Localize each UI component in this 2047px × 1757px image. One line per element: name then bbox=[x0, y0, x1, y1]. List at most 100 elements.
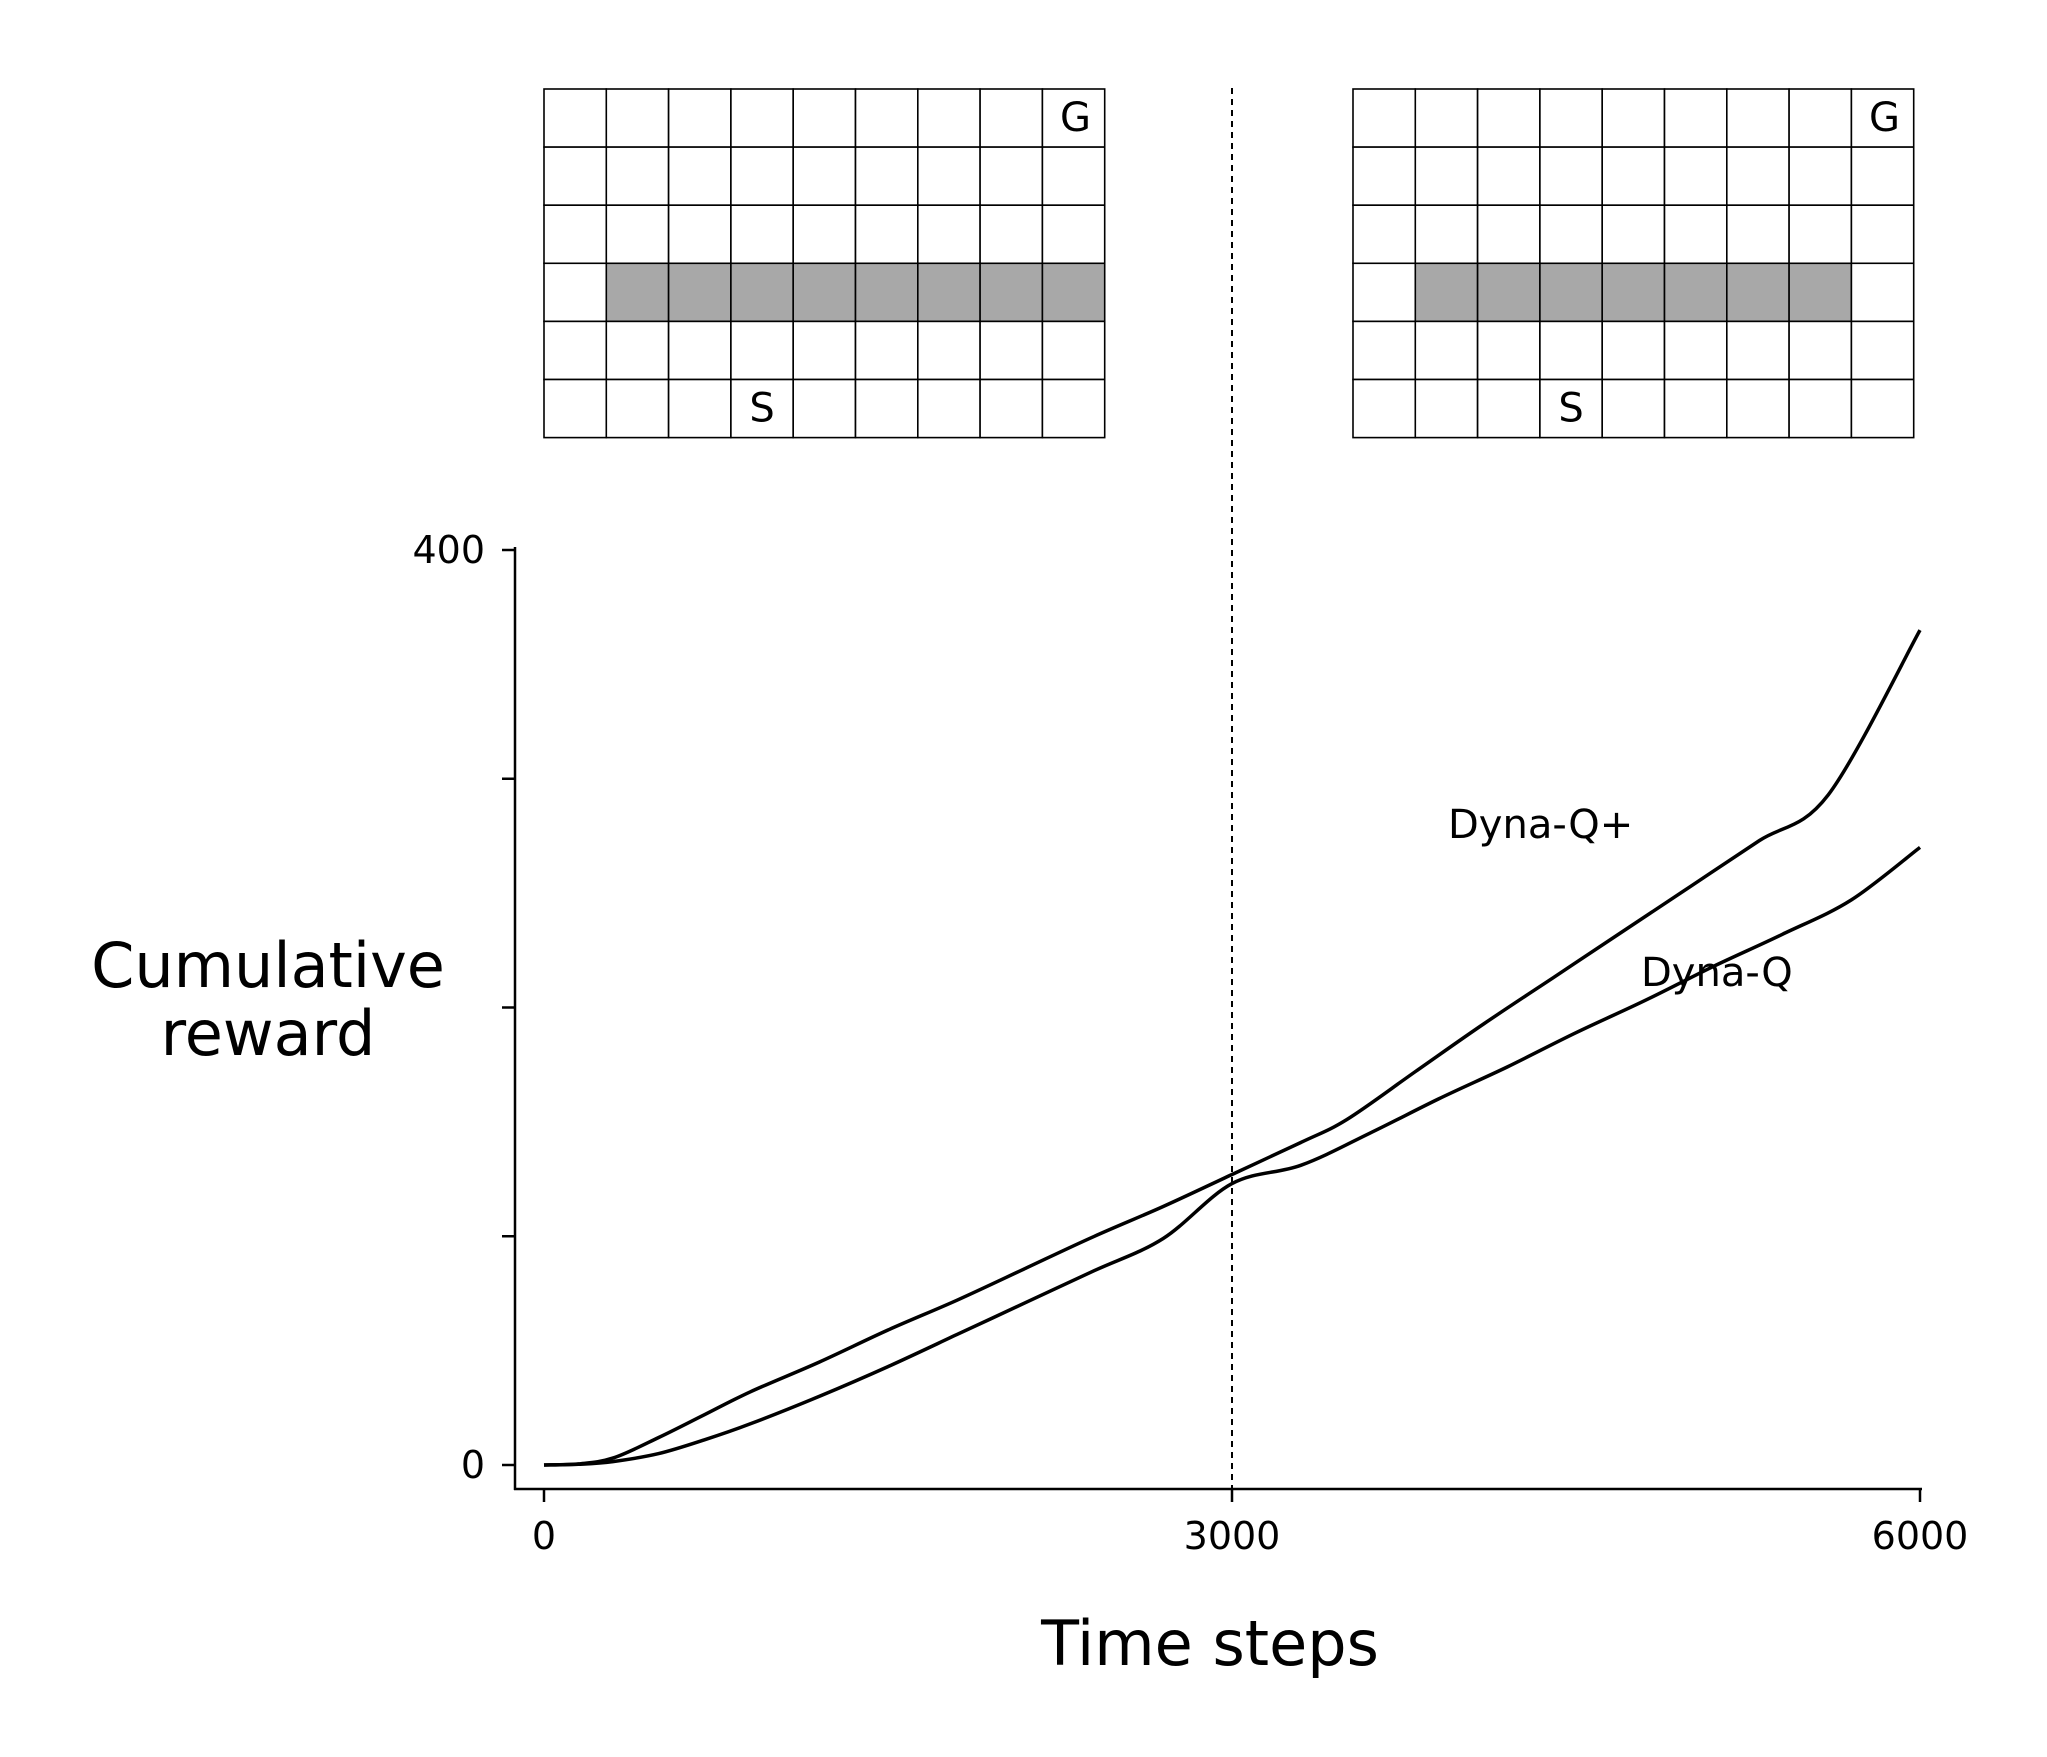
wall-cell bbox=[792, 262, 857, 323]
grid-cell bbox=[1414, 320, 1479, 381]
grid-cell bbox=[667, 146, 732, 207]
grid-cell bbox=[916, 204, 981, 265]
grid-cell bbox=[854, 88, 919, 148]
grid-cell bbox=[854, 378, 919, 439]
start-label: S bbox=[749, 386, 774, 432]
grid-cell bbox=[1476, 146, 1541, 207]
grid-cell bbox=[1352, 262, 1417, 323]
grid-cell bbox=[1041, 204, 1106, 265]
grid-cell bbox=[1041, 378, 1106, 439]
grid-cell bbox=[1601, 378, 1666, 439]
grid-cell bbox=[916, 146, 981, 207]
wall-cell bbox=[1414, 262, 1479, 323]
goal-label: G bbox=[1869, 95, 1900, 141]
grid-cell bbox=[1352, 88, 1417, 148]
x-tick-label: 6000 bbox=[1872, 1514, 1969, 1558]
wall-cell bbox=[1041, 262, 1106, 323]
grid-cell bbox=[1850, 146, 1915, 207]
grid-cell bbox=[1601, 146, 1666, 207]
grid-cell bbox=[854, 146, 919, 207]
grid-cell bbox=[1663, 378, 1728, 439]
goal-label: G bbox=[1060, 95, 1091, 141]
grid-cell bbox=[730, 88, 795, 148]
series-line-dyna-q bbox=[543, 846, 1922, 1467]
start-label: S bbox=[1558, 386, 1583, 432]
grid-cell bbox=[543, 204, 608, 265]
wall-cell bbox=[1726, 262, 1790, 323]
grid-cell bbox=[854, 204, 919, 265]
x-tick-label: 3000 bbox=[1184, 1514, 1281, 1558]
grid-cell bbox=[730, 146, 795, 207]
grid-cell bbox=[543, 320, 608, 381]
grid-cell bbox=[1476, 378, 1541, 439]
grid-cell bbox=[1788, 88, 1853, 148]
wall-cell bbox=[1663, 262, 1728, 323]
grid-cell bbox=[543, 146, 608, 207]
grid-cell bbox=[667, 88, 732, 148]
grid-cell bbox=[1041, 88, 1106, 148]
series-label-dyna-q-plus: Dyna-Q+ bbox=[1448, 802, 1633, 848]
y-axis-title-line-1: Cumulative bbox=[91, 929, 445, 1002]
grid-cell bbox=[1850, 320, 1915, 381]
grid-cell bbox=[1663, 88, 1728, 148]
series-lines bbox=[543, 629, 1922, 1467]
grid-cell bbox=[1414, 204, 1479, 265]
wall-cell bbox=[730, 262, 795, 323]
grid-cell bbox=[1788, 146, 1853, 207]
series-label-dyna-q: Dyna-Q bbox=[1641, 950, 1793, 996]
wall-cell bbox=[667, 262, 732, 323]
wall-cell bbox=[1601, 262, 1666, 323]
grid-cell bbox=[1352, 146, 1417, 207]
grid-cell bbox=[1850, 262, 1915, 323]
grid-cell bbox=[1663, 204, 1728, 265]
grid-cell bbox=[792, 378, 857, 439]
grid-cell bbox=[1539, 320, 1604, 381]
maze-grid-after: GS bbox=[1352, 88, 1915, 439]
grid-cell bbox=[605, 204, 670, 265]
grid-cell bbox=[1352, 378, 1417, 439]
grid-cell bbox=[605, 320, 670, 381]
grid-cell bbox=[543, 262, 608, 323]
wall-cell bbox=[979, 262, 1044, 323]
grid-cell bbox=[979, 146, 1044, 207]
grid-cell bbox=[730, 378, 795, 439]
grid-cell bbox=[1601, 88, 1666, 148]
grid-cell bbox=[605, 378, 670, 439]
grid-cell bbox=[1041, 146, 1106, 207]
grid-cell bbox=[543, 88, 608, 148]
grid-cell bbox=[730, 204, 795, 265]
grid-cell bbox=[1663, 146, 1728, 207]
grid-cell bbox=[1788, 320, 1853, 381]
grid-cell bbox=[792, 146, 857, 207]
grid-cell bbox=[1726, 378, 1790, 439]
grid-cell bbox=[854, 320, 919, 381]
grid-cell bbox=[1726, 146, 1790, 207]
grid-cell bbox=[1726, 320, 1790, 381]
axes: 0 400 0 3000 6000 bbox=[412, 528, 1968, 1558]
grid-cell bbox=[916, 320, 981, 381]
wall-cell bbox=[916, 262, 981, 323]
x-tick-label: 0 bbox=[532, 1514, 556, 1558]
grid-cell bbox=[1476, 204, 1541, 265]
grid-cell bbox=[1414, 378, 1479, 439]
grid-cell bbox=[605, 146, 670, 207]
wall-cell bbox=[854, 262, 919, 323]
y-axis-title-line-2: reward bbox=[161, 997, 376, 1070]
grid-cell bbox=[1539, 146, 1604, 207]
grid-cell bbox=[916, 88, 981, 148]
grid-cell bbox=[667, 204, 732, 265]
grid-cell bbox=[1601, 320, 1666, 381]
grid-cell bbox=[792, 320, 857, 381]
series-line-dyna-q-plus bbox=[543, 629, 1922, 1467]
grid-cell bbox=[667, 320, 732, 381]
grid-cell bbox=[1476, 320, 1541, 381]
wall-cell bbox=[1476, 262, 1541, 323]
grid-cell bbox=[605, 88, 670, 148]
wall-cell bbox=[1788, 262, 1853, 323]
y-tick-label: 0 bbox=[461, 1443, 485, 1487]
grid-cell bbox=[1539, 204, 1604, 265]
y-tick-label: 400 bbox=[412, 528, 485, 572]
grid-cell bbox=[1788, 204, 1853, 265]
